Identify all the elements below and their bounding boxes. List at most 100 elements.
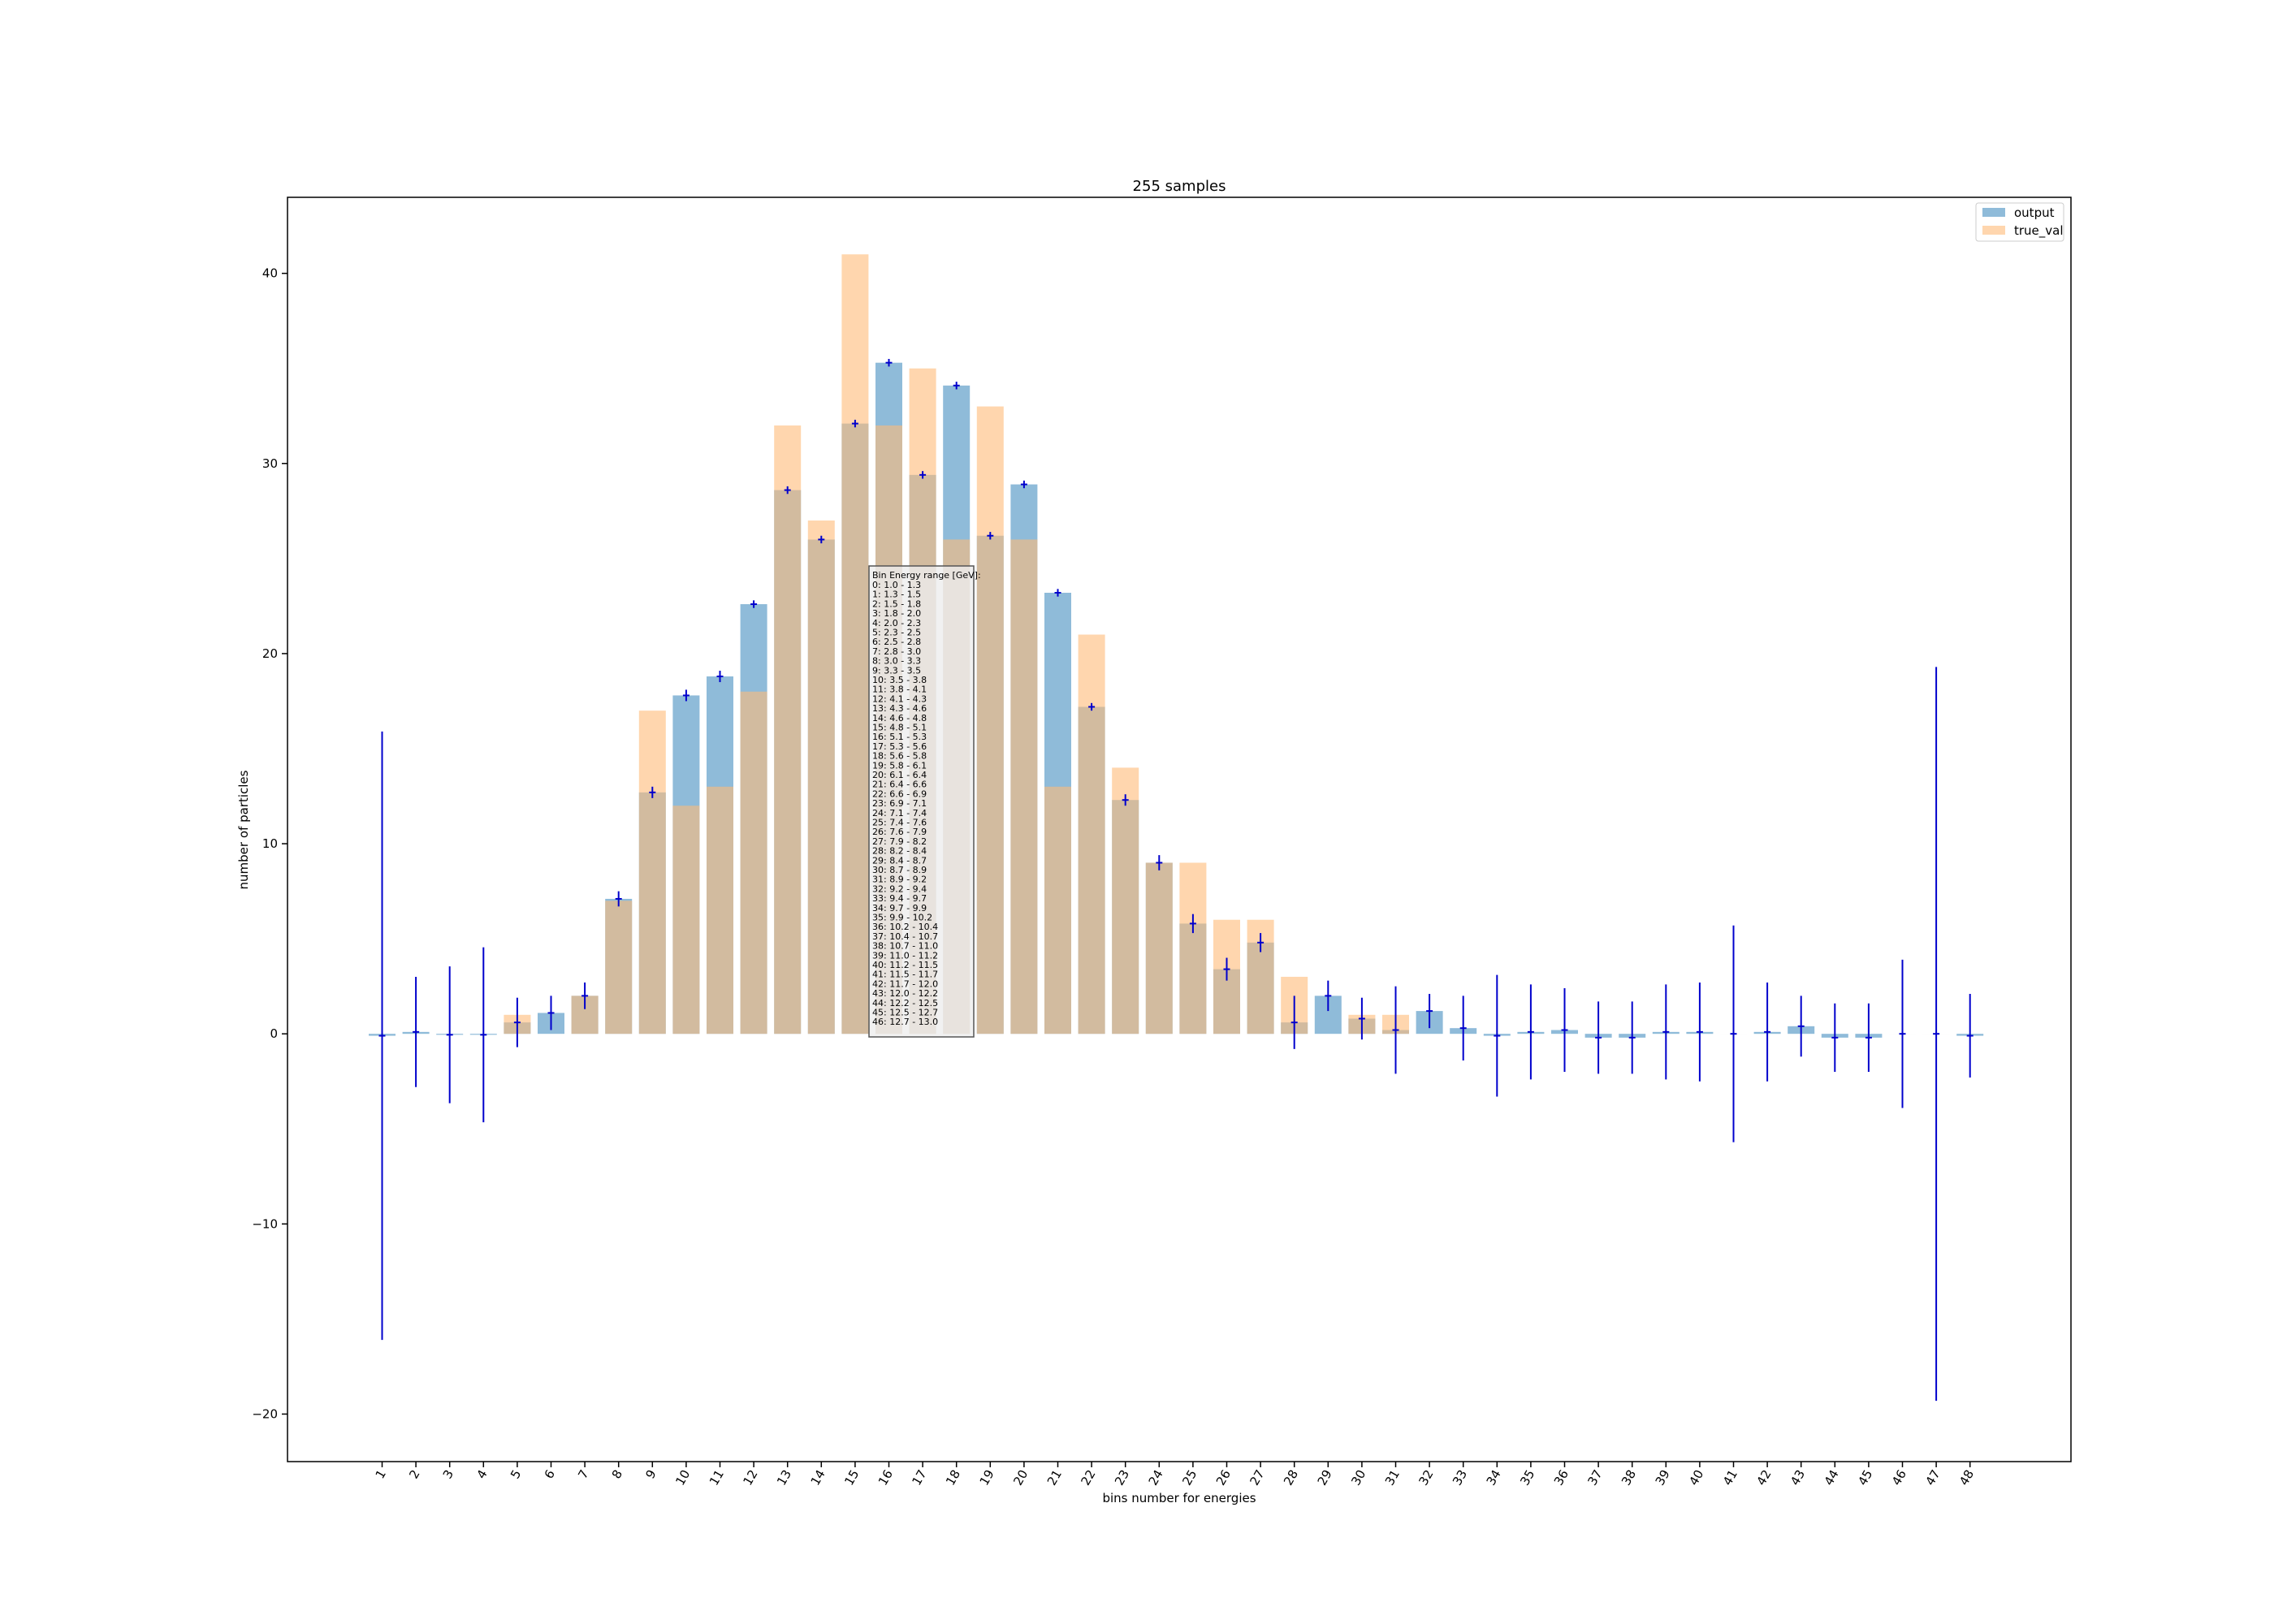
info-box-line: 18: 5.6 - 5.8 [872,751,927,762]
x-tick-label: 27 [1247,1467,1267,1488]
true-val-bar-11 [707,786,733,1034]
info-box-line: 46: 12.7 - 13.0 [872,1017,938,1027]
x-tick-label: 28 [1281,1467,1301,1488]
info-box-line: 24: 7.1 - 7.4 [872,808,927,818]
x-tick-label: 29 [1315,1467,1335,1488]
x-tick-label: 16 [875,1467,896,1488]
x-tick-label: 20 [1010,1467,1031,1488]
info-box-line: 44: 12.2 - 12.5 [872,998,938,1009]
x-tick-label: 18 [943,1467,963,1488]
info-box-header: Bin Energy range [GeV]: [872,570,981,581]
true-val-bar-20 [1010,539,1038,1034]
info-box-line: 8: 3.0 - 3.3 [872,656,921,667]
x-tick-label: 8 [609,1467,625,1481]
x-tick-label: 47 [1922,1467,1943,1488]
error-bars [378,359,1974,1402]
true-val-bar-15 [841,254,869,1034]
true-val-bar-14 [807,520,835,1034]
x-tick-label: 40 [1686,1467,1706,1488]
x-tick-label: 35 [1517,1467,1537,1488]
x-tick-label: 10 [672,1467,693,1488]
true-val-bar-8 [605,901,633,1034]
x-tick-label: 22 [1078,1467,1098,1488]
x-tick-label: 39 [1653,1467,1673,1488]
y-tick-label: −20 [252,1406,278,1421]
info-box-line: 43: 12.0 - 12.2 [872,988,938,999]
x-tick-label: 11 [707,1467,727,1488]
info-box-line: 14: 4.6 - 4.8 [872,713,927,723]
x-tick-label: 19 [977,1467,997,1488]
info-box-line: 40: 11.2 - 11.5 [872,960,938,970]
info-box-line: 20: 6.1 - 6.4 [872,770,927,780]
info-box-line: 32: 9.2 - 9.4 [872,883,927,894]
x-tick-label: 45 [1855,1467,1875,1488]
info-box-line: 1: 1.3 - 1.5 [872,590,921,600]
x-tick-label: 21 [1044,1467,1065,1488]
info-box-line: 37: 10.4 - 10.7 [872,931,938,942]
energy-range-info-box: Bin Energy range [GeV]: 0: 1.0 - 1.31: 1… [868,565,981,1038]
y-tick-label: −10 [252,1216,278,1231]
x-tick-label: 24 [1146,1467,1166,1488]
info-box-line: 16: 5.1 - 5.3 [872,732,927,742]
info-box-line: 29: 8.4 - 8.7 [872,855,927,866]
info-box-line: 45: 12.5 - 12.7 [872,1008,938,1018]
info-box-line: 25: 7.4 - 7.6 [872,818,927,828]
info-box-line: 22: 6.6 - 6.9 [872,788,927,799]
info-box-line: 10: 3.5 - 3.8 [872,675,927,685]
legend-label-true-val: true_val [2014,223,2064,239]
info-box-line: 7: 2.8 - 3.0 [872,646,921,657]
info-box-line: 0: 1.0 - 1.3 [872,580,921,590]
x-tick-label: 30 [1348,1467,1368,1488]
x-tick-label: 48 [1956,1467,1977,1488]
info-box-line: 30: 8.7 - 8.9 [872,865,927,875]
info-box-line: 19: 5.8 - 6.1 [872,760,927,771]
plot-area-frame [287,197,2072,1462]
y-axis: −20 −10 0 10 20 30 40 [252,266,287,1421]
info-box-line: 31: 8.9 - 9.2 [872,875,927,885]
true-val-bar-19 [976,406,1004,1034]
x-tick-label: 15 [841,1467,862,1488]
info-box-line: 36: 10.2 - 10.4 [872,922,938,932]
info-box-line: 42: 11.7 - 12.0 [872,978,938,989]
x-tick-label: 42 [1753,1467,1774,1488]
x-tick-label: 13 [774,1467,794,1488]
x-tick-label: 14 [808,1467,828,1488]
info-box-line: 28: 8.2 - 8.4 [872,846,927,857]
true-val-bar-12 [740,691,767,1034]
info-box-line: 11: 3.8 - 4.1 [872,685,927,695]
x-tick-label: 7 [575,1467,591,1481]
true-val-bar-24 [1145,862,1173,1034]
info-box-line: 2: 1.5 - 1.8 [872,598,921,609]
y-axis-label: number of particles [236,770,251,889]
info-box-line: 12: 4.1 - 4.3 [872,693,927,704]
x-tick-label: 17 [909,1467,929,1488]
x-tick-label: 32 [1416,1467,1436,1488]
true-val-bar-10 [672,806,700,1034]
info-box-frame [868,565,975,1038]
x-tick-label: 3 [440,1467,456,1481]
y-tick-label: 20 [262,646,278,661]
true-val-bar-9 [638,710,666,1034]
x-tick-label: 37 [1584,1467,1605,1488]
x-tick-label: 33 [1450,1467,1470,1488]
info-box-lines: 0: 1.0 - 1.31: 1.3 - 1.52: 1.5 - 1.83: 1… [872,580,938,1027]
x-axis-label: bins number for energies [1102,1491,1256,1505]
x-tick-label: 12 [740,1467,760,1488]
info-box-line: 23: 6.9 - 7.1 [872,798,927,809]
x-tick-label: 46 [1889,1467,1909,1488]
info-box-line: 26: 7.6 - 7.9 [872,827,927,837]
legend-swatch-true-val [1982,226,2005,235]
info-box-line: 5: 2.3 - 2.5 [872,628,921,638]
info-box-line: 41: 11.5 - 11.7 [872,970,938,980]
y-tick-label: 40 [262,266,278,281]
true-val-bar-22 [1078,634,1105,1034]
y-tick-label: 30 [262,456,278,471]
info-box-line: 3: 1.8 - 2.0 [872,608,921,619]
chart-title: 255 samples [1133,178,1226,195]
info-box-line: 6: 2.5 - 2.8 [872,637,921,647]
info-box-line: 13: 4.3 - 4.6 [872,703,927,714]
x-tick-label: 4 [473,1467,490,1481]
true-val-bar-21 [1044,786,1071,1034]
info-box-line: 9: 3.3 - 3.5 [872,665,921,676]
